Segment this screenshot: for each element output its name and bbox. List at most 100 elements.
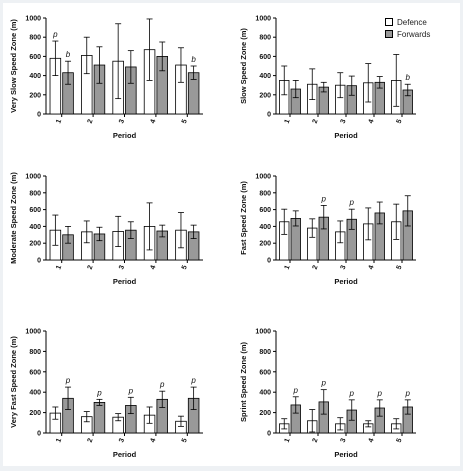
y-tick-label: 800 (259, 349, 271, 356)
y-axis-label: Moderate Speed Zone (m) (9, 172, 18, 264)
x-axis-label: Period (334, 277, 358, 286)
x-tick-label: 3 (340, 118, 348, 124)
y-tick-label: 200 (29, 241, 41, 248)
y-tick-label: 200 (259, 410, 271, 417)
significance-mark: b (406, 73, 411, 82)
x-tick-label: 1 (55, 118, 63, 124)
x-tick-label: 2 (312, 437, 320, 443)
y-axis-label: Very Slow Speed Zone (m) (9, 19, 18, 113)
significance-mark: p (159, 380, 165, 389)
y-tick-label: 1000 (255, 174, 271, 181)
y-tick-label: 0 (37, 431, 41, 438)
x-tick-label: 1 (284, 264, 292, 270)
y-axis-label: Fast Speed Zone (m) (239, 181, 248, 255)
y-axis-label: Sprint Speed Zone (m) (239, 342, 248, 423)
x-tick-label: 5 (396, 264, 404, 270)
y-tick-label: 200 (259, 241, 271, 248)
significance-mark: p (96, 388, 102, 397)
legend: Defence Forwards (385, 16, 430, 40)
y-tick-label: 0 (37, 112, 41, 119)
x-tick-label: 5 (181, 264, 189, 270)
significance-mark: b (191, 55, 196, 64)
x-axis-label: Period (113, 277, 137, 286)
y-tick-label: 400 (29, 224, 41, 231)
significance-mark: p (321, 194, 327, 203)
x-tick-label: 3 (340, 437, 348, 443)
y-tick-label: 1000 (255, 16, 271, 23)
x-tick-label: 5 (396, 118, 404, 124)
y-tick-label: 400 (259, 390, 271, 397)
y-axis-label: Slow Speed Zone (m) (239, 28, 248, 104)
legend-item-defence: Defence (385, 16, 430, 28)
significance-mark: p (377, 389, 383, 398)
significance-mark: p (405, 389, 411, 398)
x-tick-label: 2 (87, 437, 95, 443)
y-tick-label: 200 (29, 92, 41, 99)
x-tick-label: 2 (87, 264, 95, 270)
significance-mark: p (321, 379, 327, 388)
significance-mark: p (293, 386, 299, 395)
x-tick-label: 3 (118, 264, 126, 270)
x-tick-label: 4 (150, 118, 158, 124)
figure: 0 200 400 600 800 1000 Very Slow Speed Zone (m… (3, 3, 460, 466)
chart-panel-3: 0 200 400 600 800 1000 Moderate Speed Zone (m)… (9, 172, 203, 286)
chart-panel-1: 0 200 400 600 800 1000 Very Slow Speed Zone (m… (9, 16, 203, 140)
significance-mark: p (349, 198, 355, 207)
x-tick-label: 4 (368, 118, 376, 124)
y-tick-label: 800 (29, 190, 41, 197)
y-tick-label: 400 (29, 390, 41, 397)
y-tick-label: 400 (259, 73, 271, 80)
x-axis-label: Period (334, 131, 358, 140)
significance-mark: p (190, 376, 196, 385)
y-tick-label: 600 (259, 207, 271, 214)
y-tick-label: 0 (267, 258, 271, 265)
x-tick-label: 4 (368, 264, 376, 270)
x-axis-label: Period (113, 131, 137, 140)
x-tick-label: 5 (396, 437, 404, 443)
significance-mark: b (66, 50, 71, 59)
legend-item-forwards: Forwards (385, 28, 430, 40)
x-tick-label: 4 (150, 437, 158, 443)
legend-label-defence: Defence (397, 17, 427, 27)
significance-mark: p (65, 376, 71, 385)
chart-panel-6: 0 200 400 600 800 1000 Sprint Speed Zone (m) p 1… (239, 329, 416, 459)
bar-forwards (93, 401, 106, 434)
significance-mark: p (349, 389, 355, 398)
y-tick-label: 600 (259, 54, 271, 61)
y-tick-label: 200 (29, 410, 41, 417)
x-tick-label: 4 (150, 264, 158, 270)
chart-panel-5: 0 200 400 600 800 1000 Very Fast Speed Zone (m… (9, 329, 203, 459)
legend-swatch-forwards (385, 30, 393, 38)
y-tick-label: 400 (259, 224, 271, 231)
y-tick-label: 1000 (255, 329, 271, 336)
y-tick-label: 800 (29, 349, 41, 356)
legend-label-forwards: Forwards (397, 29, 431, 39)
x-axis-label: Period (113, 450, 137, 459)
x-tick-label: 5 (181, 437, 189, 443)
significance-mark: p (128, 386, 134, 395)
x-tick-label: 2 (312, 118, 320, 124)
chart-panel-4: 0 200 400 600 800 1000 Fast Speed Zone (m) 1 p 2 p… (239, 174, 416, 286)
y-tick-label: 200 (259, 92, 271, 99)
x-tick-label: 1 (55, 437, 63, 443)
x-tick-label: 5 (181, 118, 189, 124)
y-tick-label: 800 (259, 190, 271, 197)
y-tick-label: 0 (37, 258, 41, 265)
x-tick-label: 3 (118, 437, 126, 443)
y-tick-label: 600 (29, 54, 41, 61)
y-tick-label: 1000 (25, 174, 41, 181)
y-tick-label: 1000 (25, 329, 41, 336)
y-tick-label: 600 (259, 369, 271, 376)
y-tick-label: 600 (29, 207, 41, 214)
x-tick-label: 3 (340, 264, 348, 270)
y-tick-label: 800 (29, 35, 41, 42)
x-axis-label: Period (334, 450, 358, 459)
x-tick-label: 2 (87, 118, 95, 124)
x-tick-label: 1 (284, 118, 292, 124)
legend-swatch-defence (385, 18, 393, 26)
x-tick-label: 1 (55, 264, 63, 270)
y-tick-label: 0 (267, 112, 271, 119)
y-tick-label: 800 (259, 35, 271, 42)
x-tick-label: 4 (368, 437, 376, 443)
significance-mark: p (52, 30, 58, 39)
